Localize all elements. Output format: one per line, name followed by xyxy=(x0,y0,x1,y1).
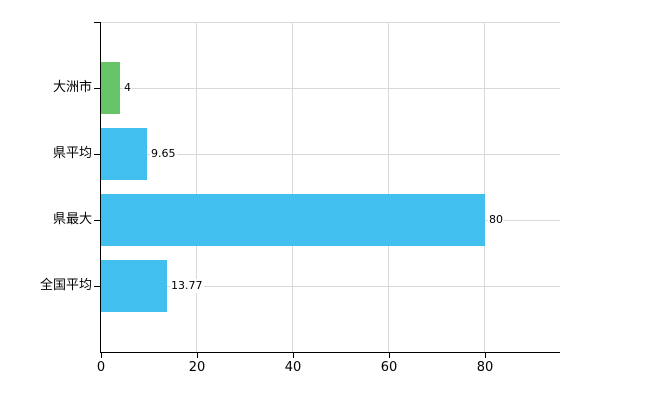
x-tick-label: 40 xyxy=(284,360,302,375)
x-axis-line xyxy=(100,352,560,353)
gridline-vertical xyxy=(292,22,293,352)
gridline-horizontal xyxy=(101,154,560,155)
gridline-vertical xyxy=(484,22,485,352)
y-tick-mark xyxy=(94,88,100,89)
y-tick-mark xyxy=(94,286,100,287)
y-axis-end-tick xyxy=(94,22,100,23)
x-tick-mark xyxy=(485,353,486,358)
x-tick-label: 20 xyxy=(188,360,206,375)
gridline-vertical xyxy=(388,22,389,352)
bar xyxy=(101,194,485,246)
y-tick-mark xyxy=(94,220,100,221)
bar-value-label: 9.65 xyxy=(150,147,177,161)
x-tick-mark xyxy=(197,353,198,358)
bar xyxy=(101,62,120,114)
bar xyxy=(101,128,147,180)
x-tick-mark xyxy=(389,353,390,358)
gridline-horizontal xyxy=(101,88,560,89)
bar xyxy=(101,260,167,312)
gridline-horizontal xyxy=(101,286,560,287)
category-label: 県最大 xyxy=(52,212,92,227)
x-tick-label: 60 xyxy=(380,360,398,375)
y-axis-line xyxy=(100,22,101,353)
bar-value-label: 80 xyxy=(488,213,504,227)
bar-value-label: 13.77 xyxy=(170,279,204,293)
gridline-vertical xyxy=(196,22,197,352)
bar-value-label: 4 xyxy=(123,81,132,95)
x-tick-mark xyxy=(101,353,102,358)
category-label: 大洲市 xyxy=(52,80,92,95)
gridline-top xyxy=(101,22,560,23)
x-tick-mark xyxy=(293,353,294,358)
category-label: 全国平均 xyxy=(39,278,92,293)
x-tick-label: 0 xyxy=(96,360,106,375)
category-label: 県平均 xyxy=(52,146,92,161)
y-tick-mark xyxy=(94,154,100,155)
x-tick-label: 80 xyxy=(476,360,494,375)
